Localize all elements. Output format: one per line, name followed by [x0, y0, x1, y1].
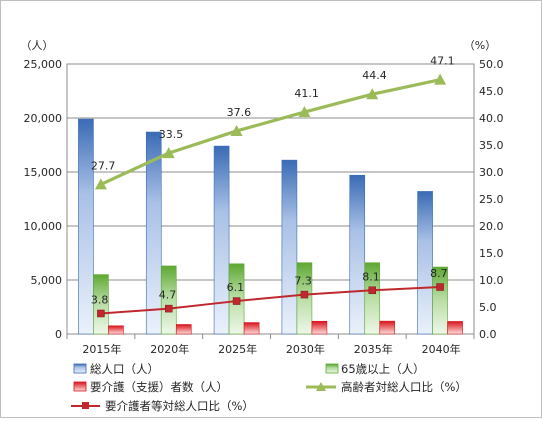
lines [94, 73, 447, 318]
left-tick-label: 15,000 [24, 166, 63, 179]
right-tick-label: 40.0 [479, 112, 504, 125]
marker-elderly-ratio [162, 147, 175, 159]
left-tick-label: 10,000 [24, 220, 63, 233]
data-label-elderly-ratio: 33.5 [159, 128, 184, 141]
bar-total-population [417, 191, 433, 335]
data-label-elderly-ratio: 27.7 [91, 159, 116, 172]
right-tick-label: 45.0 [479, 85, 504, 98]
marker-care-ratio [97, 309, 105, 318]
x-tick-label: 2035年 [354, 342, 393, 356]
right-tick-label: 5.0 [479, 301, 497, 314]
bar-total-population [281, 159, 298, 335]
left-tick-label: 0 [55, 328, 62, 341]
data-labels: 27.7 33.5 37.6 41.1 44.4 47.1 3.8 4.7 6.1 7.3 8.1 8… [91, 55, 455, 307]
legend-marker-care-ratio [82, 402, 89, 409]
x-tick-label: 2025年 [218, 342, 257, 356]
bar-care-recipients [447, 321, 463, 335]
plot-area-border [66, 63, 475, 335]
data-label-care-ratio: 4.7 [159, 289, 177, 302]
data-label-elderly-ratio: 44.4 [362, 69, 387, 82]
left-axis-ticks: 0 5,000 10,000 15,000 20,000 25,000 [24, 58, 63, 341]
left-tick-label: 20,000 [24, 112, 63, 125]
legend-item-aged-65-plus: 65歳以上（人） [325, 362, 425, 376]
bar-total-population [78, 118, 94, 335]
x-axis-ticks: 2015年 2020年 2025年 2030年 2035年 2040年 [66, 334, 475, 356]
x-tick-label: 2020年 [150, 342, 189, 356]
left-tick-label: 5,000 [31, 274, 63, 287]
x-tick-label: 2040年 [422, 342, 461, 356]
marker-care-ratio [368, 286, 376, 295]
marker-care-ratio [165, 304, 173, 313]
legend-label-elderly-ratio: 高齢者対総人口比（%） [341, 380, 467, 394]
legend-label-aged-65-plus: 65歳以上（人） [341, 362, 425, 376]
legend-swatch-care-recipients [73, 381, 87, 392]
bar-care-recipients [175, 324, 192, 335]
bar-total-population [213, 145, 230, 335]
data-label-care-ratio: 7.3 [294, 275, 312, 288]
left-axis-unit: （人） [21, 39, 54, 52]
right-tick-label: 25.0 [479, 193, 504, 206]
legend-item-total-population: 総人口（人） [73, 362, 159, 376]
marker-elderly-ratio [434, 73, 447, 85]
data-label-care-ratio: 8.1 [362, 270, 380, 283]
legend-item-care-ratio: 要介護者等対総人口比（%） [71, 399, 254, 413]
bar-care-recipients [243, 322, 260, 335]
bars [78, 118, 463, 335]
right-tick-label: 10.0 [479, 274, 504, 287]
right-tick-label: 20.0 [479, 220, 504, 233]
data-label-elderly-ratio: 37.6 [227, 106, 252, 119]
right-tick-label: 0.0 [479, 328, 497, 341]
data-label-care-ratio: 6.1 [227, 281, 245, 294]
right-tick-label: 30.0 [479, 166, 504, 179]
marker-elderly-ratio [94, 178, 107, 190]
line-elderly-ratio [100, 78, 441, 186]
x-tick-label: 2015年 [82, 342, 121, 356]
bar-total-population [349, 174, 366, 335]
data-label-care-ratio: 8.7 [430, 267, 448, 280]
bar-aged-65-plus [160, 265, 177, 335]
bar-care-recipients [311, 320, 328, 335]
bar-total-population [145, 131, 162, 335]
legend-swatch-aged-65-plus [325, 363, 339, 374]
bar-aged-65-plus [93, 274, 109, 335]
marker-care-ratio [436, 283, 444, 291]
legend-label-care-ratio: 要介護者等対総人口比（%） [105, 399, 254, 413]
right-axis-ticks: 0.0 5.0 10.0 15.0 20.0 25.0 30.0 35.0 40.0 45.0 50… [479, 58, 504, 341]
marker-care-ratio [232, 297, 241, 305]
bar-aged-65-plus [296, 262, 313, 335]
legend: 総人口（人） 65歳以上（人） 要介護（支援）者数（人） 高齢者対総人口比（%）… [71, 362, 467, 413]
legend-marker-elderly-ratio [316, 382, 326, 391]
data-label-elderly-ratio: 41.1 [294, 87, 319, 100]
legend-label-total-population: 総人口（人） [90, 362, 159, 376]
right-tick-label: 50.0 [479, 58, 504, 71]
line-care-ratio [100, 286, 441, 315]
x-tick-label: 2030年 [286, 342, 325, 356]
marker-elderly-ratio [366, 88, 379, 100]
marker-elderly-ratio [230, 124, 243, 136]
left-tick-label: 25,000 [24, 58, 63, 71]
data-label-elderly-ratio: 47.1 [430, 55, 455, 68]
legend-swatch-total-population [73, 363, 87, 374]
marker-elderly-ratio [298, 106, 311, 118]
bar-care-recipients [108, 325, 124, 335]
bar-aged-65-plus [364, 262, 381, 335]
bar-care-recipients [379, 320, 396, 335]
legend-item-care-recipients: 要介護（支援）者数（人） [73, 380, 228, 394]
data-label-care-ratio: 3.8 [91, 293, 109, 306]
right-axis-unit: （%） [464, 39, 496, 52]
right-tick-label: 35.0 [479, 139, 504, 152]
legend-item-elderly-ratio: 高齢者対総人口比（%） [306, 380, 467, 394]
marker-care-ratio [300, 290, 309, 299]
right-tick-label: 15.0 [479, 247, 504, 260]
legend-label-care-recipients: 要介護（支援）者数（人） [90, 380, 228, 394]
